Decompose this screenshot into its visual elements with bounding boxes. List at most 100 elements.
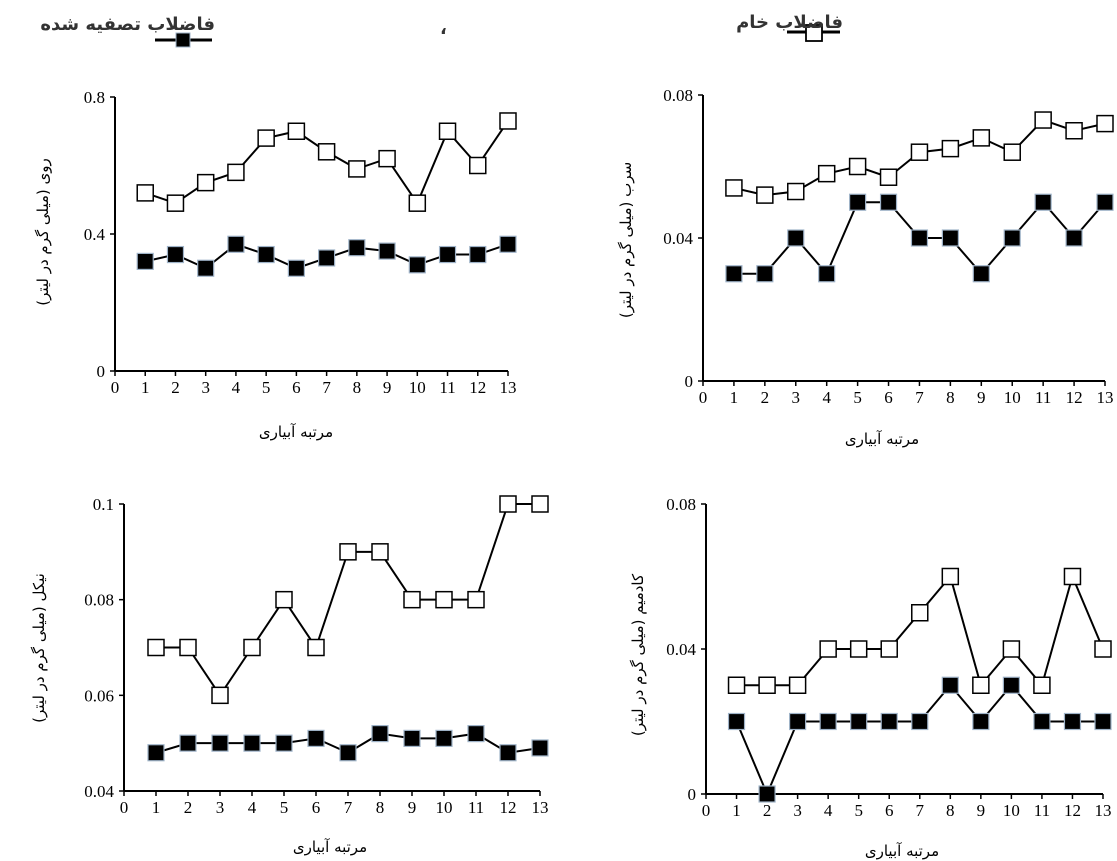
x-axis-title: مرتبه آبیاری bbox=[259, 423, 333, 441]
data-point-treated bbox=[972, 712, 990, 731]
data-point-treated bbox=[179, 734, 197, 752]
x-tick-label: 5 bbox=[280, 798, 289, 817]
data-point-treated bbox=[972, 265, 990, 283]
series-line-raw bbox=[736, 573, 1104, 688]
x-tick-label: 0 bbox=[702, 801, 711, 820]
data-point-raw bbox=[435, 590, 453, 609]
x-tick-label: 8 bbox=[946, 801, 955, 820]
x-tick-label: 3 bbox=[792, 388, 801, 407]
data-point-raw bbox=[1003, 143, 1021, 161]
data-point-raw bbox=[725, 179, 743, 197]
x-tick-label: 1 bbox=[152, 798, 161, 817]
data-point-raw bbox=[1034, 111, 1052, 129]
x-tick-label: 5 bbox=[853, 388, 862, 407]
data-point-raw bbox=[467, 590, 485, 609]
y-tick-label: 0.06 bbox=[84, 686, 114, 705]
x-tick-label: 12 bbox=[500, 798, 517, 817]
data-point-raw bbox=[403, 590, 421, 609]
data-point-treated bbox=[275, 734, 293, 752]
x-tick-label: 11 bbox=[1035, 388, 1051, 407]
data-point-raw bbox=[339, 543, 357, 561]
data-point-treated bbox=[1065, 229, 1083, 247]
data-point-raw bbox=[531, 495, 549, 513]
y-tick-label: 0.04 bbox=[84, 782, 114, 801]
data-point-treated bbox=[911, 712, 929, 731]
x-tick-label: 4 bbox=[822, 388, 831, 407]
data-point-raw bbox=[879, 168, 898, 186]
data-point-raw bbox=[243, 638, 261, 657]
data-point-treated bbox=[1096, 193, 1114, 211]
data-point-raw bbox=[371, 543, 389, 561]
data-point-treated bbox=[1002, 676, 1020, 694]
data-point-raw bbox=[1065, 122, 1083, 140]
data-point-treated bbox=[727, 712, 746, 731]
data-point-raw bbox=[880, 640, 898, 658]
data-point-raw bbox=[287, 122, 306, 140]
legend-raw: فاضلاب خام bbox=[736, 12, 843, 42]
data-point-raw bbox=[1063, 567, 1082, 586]
data-point-raw bbox=[941, 567, 960, 586]
x-tick-label: 3 bbox=[793, 801, 802, 820]
data-point-raw bbox=[499, 495, 517, 513]
data-point-treated bbox=[197, 259, 215, 277]
data-point-treated bbox=[318, 249, 336, 267]
y-tick-label: 0 bbox=[685, 372, 694, 391]
series-line-treated bbox=[735, 683, 1103, 797]
x-tick-label: 6 bbox=[885, 801, 894, 820]
y-tick-label: 0.1 bbox=[93, 495, 114, 514]
data-point-treated bbox=[1003, 229, 1021, 247]
data-point-treated bbox=[499, 744, 517, 762]
x-tick-label: 1 bbox=[732, 801, 741, 820]
data-point-raw bbox=[758, 676, 776, 694]
data-point-raw bbox=[788, 676, 807, 694]
data-point-raw bbox=[848, 157, 867, 176]
legend-treated: فاضلاب تصفیه شده ، bbox=[40, 14, 447, 48]
data-point-raw bbox=[727, 676, 746, 694]
y-tick-label: 0 bbox=[688, 785, 697, 804]
x-tick-label: 10 bbox=[409, 378, 426, 397]
data-point-raw bbox=[972, 129, 991, 147]
data-point-raw bbox=[257, 129, 275, 147]
x-tick-label: 0 bbox=[120, 798, 129, 817]
data-point-treated bbox=[531, 739, 549, 757]
y-tick-label: 0.04 bbox=[663, 229, 693, 248]
data-point-treated bbox=[438, 245, 457, 264]
data-point-raw bbox=[307, 638, 325, 657]
x-axis-title: مرتبه آبیاری bbox=[865, 842, 939, 860]
data-point-raw bbox=[941, 139, 960, 158]
x-tick-label: 12 bbox=[469, 378, 486, 397]
data-point-treated bbox=[818, 265, 836, 283]
data-point-treated bbox=[787, 229, 805, 247]
data-point-raw bbox=[756, 186, 774, 204]
data-point-treated bbox=[166, 245, 185, 264]
data-point-raw bbox=[408, 194, 427, 212]
data-point-raw bbox=[1094, 640, 1112, 658]
x-tick-label: 5 bbox=[262, 378, 271, 397]
chart-nickel: نیکل (میلی گرم در لیتر) مرتبه آبیاری 0.0… bbox=[30, 495, 549, 856]
x-tick-label: 7 bbox=[915, 388, 924, 407]
data-point-treated bbox=[307, 729, 325, 747]
x-tick-label: 13 bbox=[500, 378, 517, 397]
data-point-raw bbox=[166, 194, 185, 212]
y-axis-title: روی (میلی گرم در لیتر) bbox=[34, 158, 52, 306]
y-tick-label: 0.08 bbox=[666, 495, 696, 514]
data-point-treated bbox=[348, 239, 366, 257]
legend-raw-label: فاضلاب خام bbox=[736, 12, 843, 33]
x-tick-label: 13 bbox=[1095, 801, 1112, 820]
x-tick-label: 7 bbox=[916, 801, 925, 820]
data-point-treated bbox=[1034, 193, 1052, 211]
y-axis-title: نیکل (میلی گرم در لیتر) bbox=[30, 573, 48, 723]
x-axis-title: مرتبه آبیاری bbox=[293, 838, 367, 856]
legend-raw-marker bbox=[805, 24, 823, 42]
data-point-raw bbox=[849, 640, 868, 658]
data-point-raw bbox=[469, 156, 487, 175]
data-point-raw bbox=[348, 160, 366, 178]
data-point-treated bbox=[469, 245, 487, 264]
data-point-treated bbox=[378, 242, 396, 260]
x-tick-label: 9 bbox=[977, 801, 986, 820]
data-point-treated bbox=[756, 265, 774, 283]
y-tick-label: 0.04 bbox=[666, 640, 696, 659]
x-tick-label: 7 bbox=[322, 378, 331, 397]
data-point-raw bbox=[227, 163, 245, 182]
